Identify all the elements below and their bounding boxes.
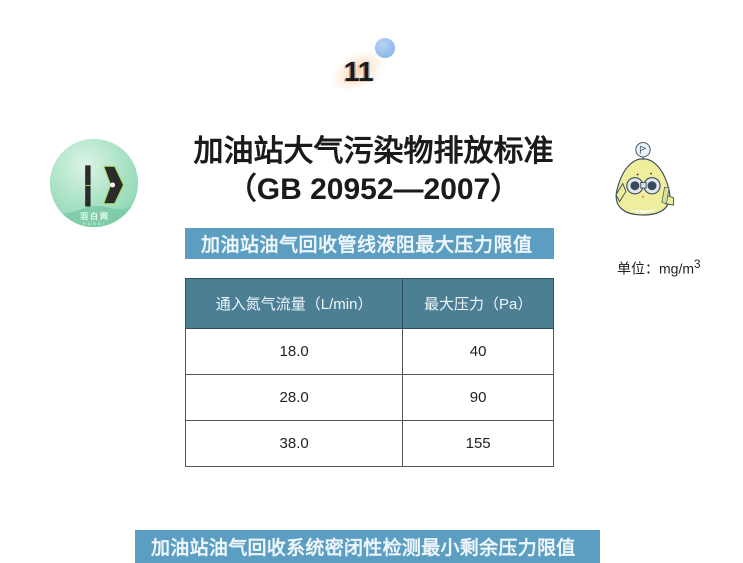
svg-text:羽 白 网: 羽 白 网 (80, 211, 108, 221)
svg-text:Y U B A I: Y U B A I (83, 222, 105, 226)
